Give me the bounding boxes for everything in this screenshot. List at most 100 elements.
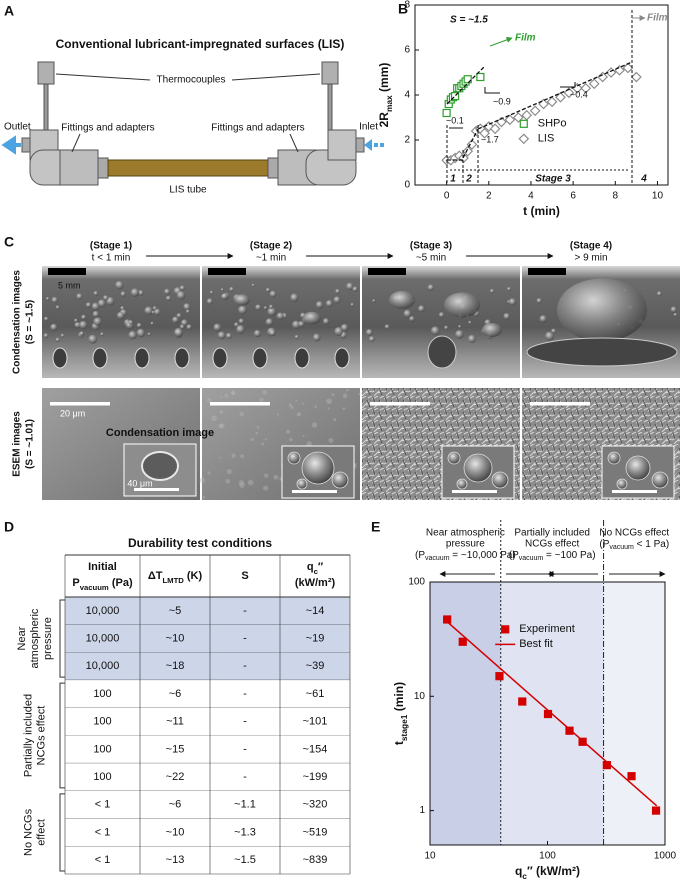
droplet bbox=[673, 312, 678, 317]
cell: ~1.5 bbox=[234, 854, 256, 866]
texture bbox=[342, 393, 348, 399]
header-cell-part: Initial bbox=[88, 561, 117, 573]
droplet bbox=[150, 321, 154, 326]
droplet bbox=[350, 302, 355, 307]
header-cell-part: P bbox=[72, 577, 79, 589]
region bbox=[430, 582, 501, 845]
droplet bbox=[229, 286, 234, 292]
droplet bbox=[217, 331, 226, 340]
chart: 0 2 4 6 8 10 0 2 4 6 8 t (min) 2Rmax (mm) SHPo LIS bbox=[377, 0, 669, 218]
texture bbox=[231, 391, 236, 396]
stage-time: > 9 min bbox=[574, 253, 607, 264]
x-axis-label-part: q bbox=[515, 864, 522, 878]
texture bbox=[255, 431, 259, 435]
header-cell: Pvacuum (Pa) bbox=[72, 577, 133, 592]
header-cell-part: S bbox=[241, 570, 248, 582]
droplet bbox=[151, 310, 155, 314]
header-cell-part: (Pa) bbox=[109, 577, 133, 589]
droplet bbox=[384, 324, 390, 330]
region-condition-part: vacuum bbox=[609, 544, 634, 551]
marker bbox=[521, 109, 533, 121]
droplet bbox=[234, 322, 239, 328]
marker bbox=[479, 127, 490, 139]
x-tick-label: 8 bbox=[613, 191, 619, 202]
texture bbox=[302, 402, 305, 405]
texture bbox=[199, 477, 205, 484]
row-bg bbox=[65, 680, 350, 708]
droplet bbox=[298, 321, 305, 328]
droplet bbox=[458, 325, 462, 329]
y-tick-label: 2 bbox=[404, 135, 410, 146]
panel-letter: C bbox=[4, 234, 14, 250]
thermocouple-stem bbox=[43, 83, 49, 133]
marker bbox=[546, 96, 558, 108]
texture bbox=[328, 437, 334, 444]
droplet bbox=[255, 304, 262, 311]
droplet bbox=[335, 288, 341, 294]
droplet bbox=[179, 324, 185, 330]
pendant-drop bbox=[526, 337, 678, 367]
droplet bbox=[79, 331, 84, 336]
texture bbox=[353, 463, 357, 467]
group-bracket bbox=[59, 682, 65, 789]
condensation-image bbox=[202, 266, 360, 378]
droplet bbox=[176, 290, 186, 300]
group-label: pressure bbox=[42, 617, 54, 660]
droplet bbox=[238, 305, 247, 315]
marker bbox=[489, 123, 501, 135]
droplet bbox=[312, 333, 321, 342]
inset-droplet bbox=[463, 453, 493, 483]
panel-letter: B bbox=[398, 1, 408, 17]
lis-tube bbox=[107, 159, 269, 177]
stub bbox=[21, 137, 31, 153]
texture bbox=[259, 397, 264, 403]
droplet bbox=[209, 290, 214, 295]
inset-title: Condensation image bbox=[106, 427, 214, 439]
droplet bbox=[365, 328, 373, 336]
inset-droplet bbox=[616, 478, 628, 490]
marker bbox=[518, 697, 527, 706]
droplet bbox=[539, 315, 547, 323]
flow-arrow bbox=[364, 139, 372, 151]
cell: ~6 bbox=[169, 688, 182, 700]
scale-label: 40 μm bbox=[127, 478, 152, 488]
droplet bbox=[325, 300, 333, 308]
texture bbox=[289, 437, 293, 442]
thermocouple-stem bbox=[327, 83, 333, 133]
droplet bbox=[507, 286, 512, 292]
legend-label: Best fit bbox=[519, 638, 553, 650]
texture bbox=[331, 393, 335, 397]
droplet bbox=[545, 331, 555, 341]
y-tick-label: 10 bbox=[414, 691, 426, 702]
annotation: ~0.9 bbox=[493, 96, 511, 106]
x-tick-label: 0 bbox=[444, 191, 450, 202]
fitting bbox=[59, 149, 99, 186]
droplet bbox=[186, 324, 192, 330]
droplet bbox=[55, 305, 60, 310]
droplet bbox=[60, 333, 65, 338]
texture bbox=[262, 485, 269, 491]
region-label: pressure bbox=[446, 539, 485, 550]
texture bbox=[247, 479, 254, 486]
annotation: Film bbox=[515, 33, 536, 44]
row-bg bbox=[65, 790, 350, 819]
x-axis-label: t (min) bbox=[523, 204, 560, 218]
droplet bbox=[265, 287, 271, 293]
x-axis-label-part: ″ (kW/m²) bbox=[527, 864, 580, 878]
cell: ~22 bbox=[166, 771, 185, 783]
droplet bbox=[51, 296, 58, 304]
y-tick-label: 1 bbox=[419, 805, 425, 816]
pendant-drop bbox=[92, 347, 108, 369]
x-tick-label: 100 bbox=[539, 851, 556, 862]
texture bbox=[219, 456, 222, 459]
group-label: effect bbox=[35, 819, 47, 846]
row-bg bbox=[65, 597, 350, 625]
inset-droplet bbox=[141, 451, 179, 481]
texture bbox=[224, 393, 229, 398]
row-bg bbox=[65, 707, 350, 736]
droplet bbox=[430, 326, 440, 336]
diagram-title: Conventional lubricant-impregnated surfa… bbox=[56, 37, 345, 51]
header-cell-part: c bbox=[314, 567, 319, 576]
droplet bbox=[346, 282, 354, 291]
